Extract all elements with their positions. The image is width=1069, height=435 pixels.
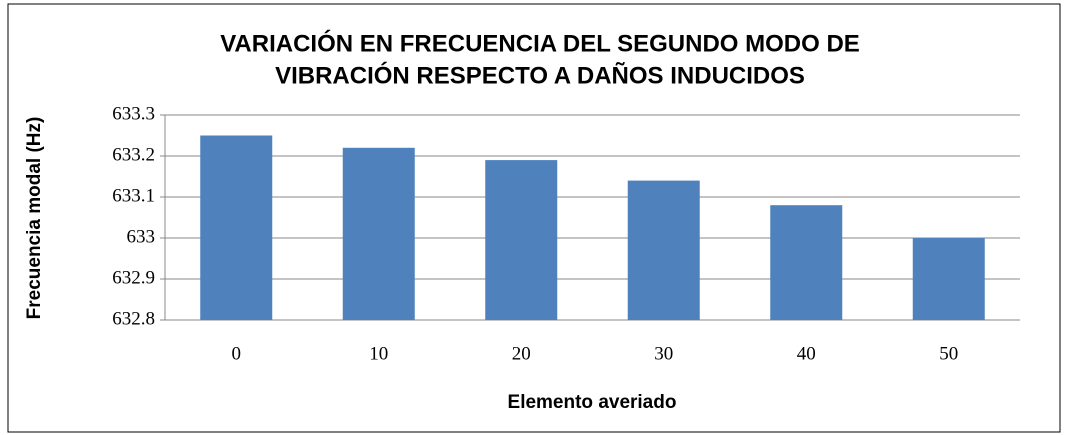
y-axis-title: Frecuencia modal (Hz) [24,117,45,320]
bar [627,180,700,320]
x-axis-title: Elemento averiado [508,392,677,413]
x-tick-label: 30 [654,343,673,364]
bar [770,205,843,320]
chart-title: VIBRACIÓN RESPECTO A DAÑOS INDUCIDOS [275,61,805,89]
x-tick-label: 20 [512,343,531,364]
bar [200,135,273,320]
bar [485,160,558,320]
bar [912,238,985,320]
x-tick-label: 0 [232,343,242,364]
x-tick-label: 50 [939,343,958,364]
y-tick-label: 632.9 [112,267,155,288]
y-tick-label: 633.2 [112,144,155,165]
y-tick-label: 633 [127,226,156,247]
y-tick-label: 633.3 [112,103,155,124]
bar [342,147,415,320]
chart-title: VARIACIÓN EN FRECUENCIA DEL SEGUNDO MODO… [220,29,860,57]
y-tick-label: 632.8 [112,308,155,329]
y-tick-label: 633.1 [112,185,155,206]
x-tick-label: 40 [797,343,816,364]
x-tick-label: 10 [369,343,388,364]
